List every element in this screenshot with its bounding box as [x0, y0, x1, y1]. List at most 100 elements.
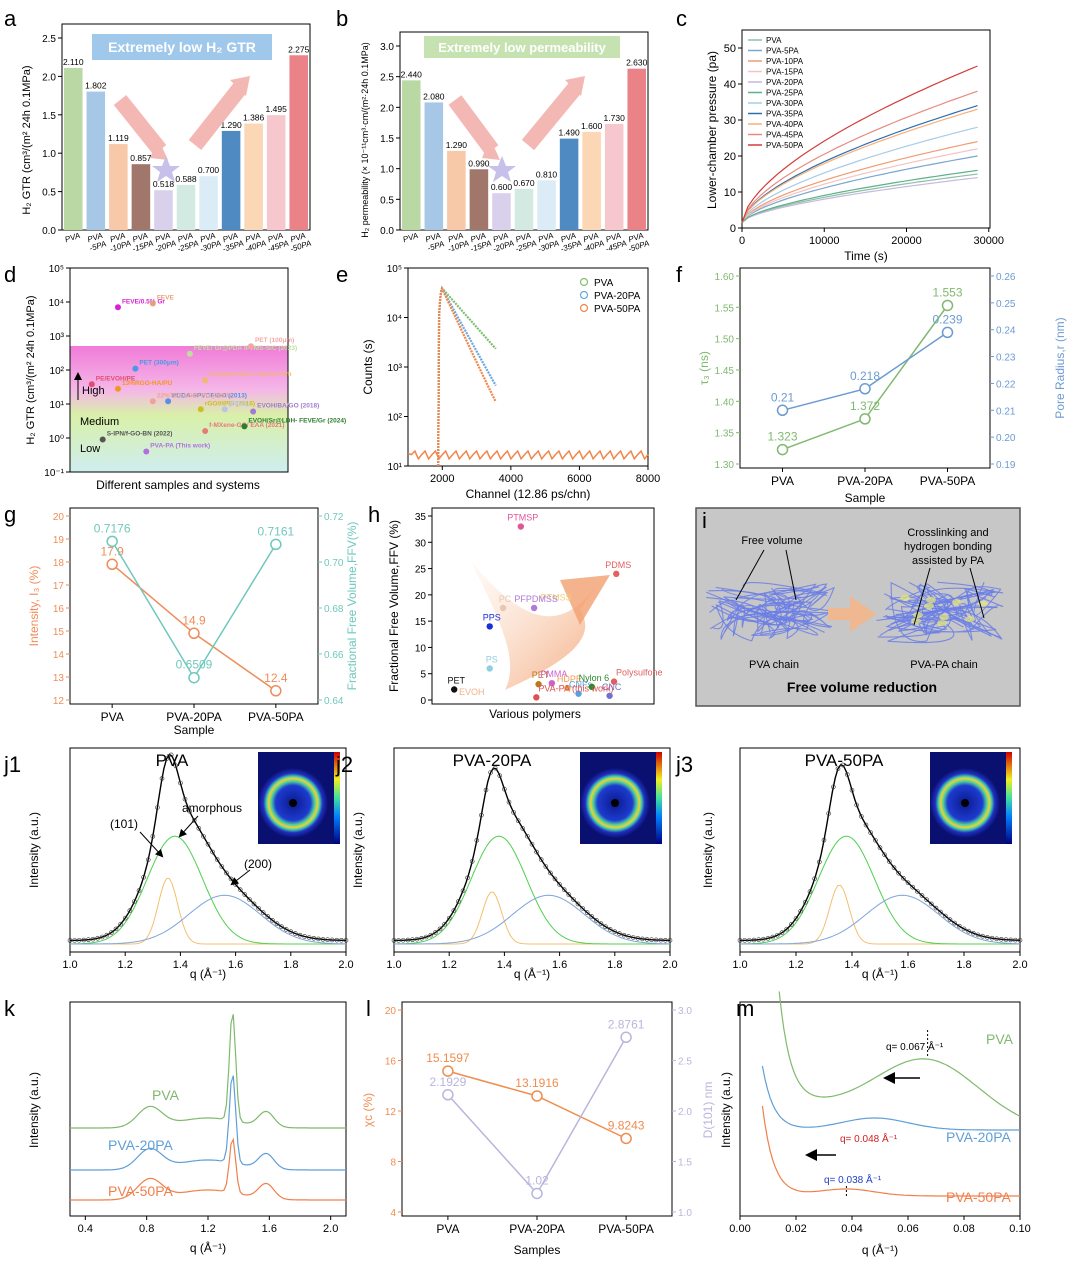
panel-k-curves: PVA PVA-20PA PVA-50PA [70, 1014, 346, 1201]
panel-j1-data-point-55 [320, 937, 326, 942]
panel-j2-data-point-13 [451, 908, 457, 913]
panel-g-left-ytick-label-5: 17 [53, 581, 65, 592]
panel-j3-data-point-34 [896, 870, 901, 876]
panel-l-right-point-2 [620, 1031, 632, 1044]
panel-b-bar-6 [537, 180, 556, 230]
panel-j1-data-point-34 [224, 870, 229, 876]
panel-h-point-10 [548, 679, 556, 687]
panel-j3-data-point-45 [947, 917, 953, 922]
panel-j3-data-point-48 [961, 926, 967, 932]
panel-d-point-label-10: 22%TET-eGO/ PU (2017) [157, 392, 231, 399]
panel-j2-data-point-42 [584, 910, 590, 915]
panel-c-frame [741, 29, 991, 229]
panel-l-series: 15.1597 13.1916 9.8243 2.1929 1.02 2.8761 [426, 1017, 645, 1200]
panel-j1-data-point-43 [265, 914, 271, 919]
panel-b-bars: 2.440 PVA 2.080 PVA-5PA 1.290 PVA-10PA 0.990 PV… [401, 58, 651, 254]
panel-a-bar-2 [109, 144, 128, 230]
panel-j3-data-point-23 [845, 772, 850, 777]
panel-letter-j3: j3 [675, 752, 693, 777]
panel-i-transition-arrow [828, 596, 876, 632]
panel-j2-data-point-7 [423, 934, 429, 940]
panel-k-curve-2 [70, 1137, 346, 1201]
panel-i-crosslink-dot-8 [924, 603, 934, 609]
panel-b-banner-text: Extremely low permeability [438, 40, 606, 55]
panel-j2-xtick-label-4: 1.8 [607, 959, 622, 971]
panel-d-point-label-6: PE/EVOH/PE [96, 375, 136, 382]
panel-j1-data-point-57 [329, 937, 335, 943]
panel-l-left-label-0: 15.1597 [426, 1051, 470, 1065]
panel-j2-data-point-40 [575, 901, 581, 907]
panel-k-curve-0 [70, 1014, 346, 1129]
panel-j3-data-point-3 [751, 937, 757, 943]
panel-j2-curves [391, 765, 673, 945]
panel-b-bar-label-9: 1.730 [604, 113, 626, 123]
panel-m-peak-20pa: q= 0.048 Å⁻¹ [840, 1132, 898, 1145]
panel-d-point-12 [221, 406, 228, 413]
panel-h-point-label-15: CNC [602, 682, 622, 692]
panel-j1-frame [69, 747, 347, 953]
panel-f-left-ytick-label-6: 1.60 [715, 272, 735, 283]
panel-j2-peak-200 [394, 894, 670, 945]
panel-j1-inset-colorbar [334, 752, 340, 844]
panel-a-bar-label-10: 2.275 [288, 44, 310, 54]
panel-c-line-10 [741, 65, 978, 223]
panel-i-label-free-volume: Free volume [741, 535, 802, 547]
panel-a-bar-8 [244, 123, 263, 230]
panel-f-xlabel: Sample [845, 491, 886, 505]
panel-l-axes: 4 8 12 16 20 1.0 1.5 2.0 2.5 3.0 PVA PVA-20PA PVA-50… [385, 1006, 692, 1236]
panel-j2-data-point-2 [400, 937, 406, 943]
panel-g-xtick-label-1: PVA-20PA [166, 710, 222, 724]
panel-l-right-ytick-label-3: 2.5 [678, 1057, 692, 1068]
panel-m-label-1: PVA-20PA [946, 1129, 1012, 1145]
panel-h-axes: 0 5 10 15 20 25 30 35 [415, 512, 432, 707]
panel-c-line-5 [741, 169, 978, 224]
panel-g-right-label-0: 0.7176 [94, 521, 131, 535]
panel-a-bar-label-5: 0.588 [175, 174, 197, 184]
panel-a-bar-5 [176, 184, 196, 230]
panel-j3-inset-center [961, 799, 969, 807]
panel-j1-data-point-27 [191, 818, 197, 823]
panel-d-zone-medium: Medium [80, 416, 119, 428]
panel-g-right-label-1: 0.6509 [176, 658, 213, 672]
panel-j2-data-point-53 [635, 936, 641, 941]
panel-j2-fit [394, 767, 671, 942]
panel-e-xlabel: Channel (12.86 ps/chn) [466, 487, 591, 501]
panel-h-point-label-12: CNFs [569, 680, 592, 690]
panel-j3-data-point-7 [770, 934, 775, 940]
panel-b-ytick-label-1: 0.5 [380, 195, 394, 206]
panel-d-y-axis: 10⁻¹ 10⁰ 10¹ 10² 10³ 10⁴ 10⁵ [44, 264, 70, 479]
panel-j3-curves [737, 762, 1023, 945]
panel-f-left-ytick-label-5: 1.55 [715, 303, 735, 314]
panel-c-line-3 [741, 148, 978, 223]
panel-m-peak-pva: q= 0.067 Å⁻¹ [886, 1040, 944, 1053]
panel-j2-data-point-4 [410, 937, 415, 942]
panel-h-point-label-9: PET [532, 670, 550, 680]
panel-j3-data-point-43 [938, 909, 943, 915]
panel-j1-data-point-10 [113, 926, 119, 932]
panel-j1-data-point-32 [214, 857, 220, 862]
panel-g-right-point-0 [106, 535, 118, 548]
panel-l-right-ytick-label-4: 3.0 [678, 1006, 692, 1017]
panel-b-banner [424, 36, 620, 58]
panel-a-bar-label-9: 1.495 [266, 104, 288, 114]
panel-b-ytick-label-6: 3.0 [380, 42, 394, 53]
panel-j2-data-point-22 [492, 765, 498, 771]
panel-g-xtick-label-0: PVA [101, 710, 124, 724]
panel-h-point-11 [564, 684, 571, 692]
panel-h-ytick-label-7: 35 [415, 512, 427, 523]
panel-i-caption: Free volume reduction [787, 679, 937, 695]
panel-j2-data-point-24 [502, 786, 507, 792]
panel-l-right-label-0: 2.1929 [430, 1075, 467, 1089]
panel-j3-data-point-30 [877, 845, 883, 850]
panel-j3-data-point-12 [793, 916, 799, 921]
panel-j3-data-point-39 [919, 893, 925, 898]
panel-j2-data-point-21 [488, 770, 493, 775]
panel-h-point-7 [451, 686, 458, 693]
panel-a-ytick-label-3: 1.5 [42, 111, 56, 122]
panel-d-point-label-2: FEVE/ Gr@PDA /PTMS-SiC (2023) [194, 345, 297, 352]
panel-j1-xtick-label-1: 1.2 [118, 959, 133, 971]
panel-j3-data-point-54 [989, 935, 995, 941]
panel-j1-data-point-28 [196, 826, 202, 831]
panel-e-ytick-label-0: 10¹ [388, 462, 403, 473]
